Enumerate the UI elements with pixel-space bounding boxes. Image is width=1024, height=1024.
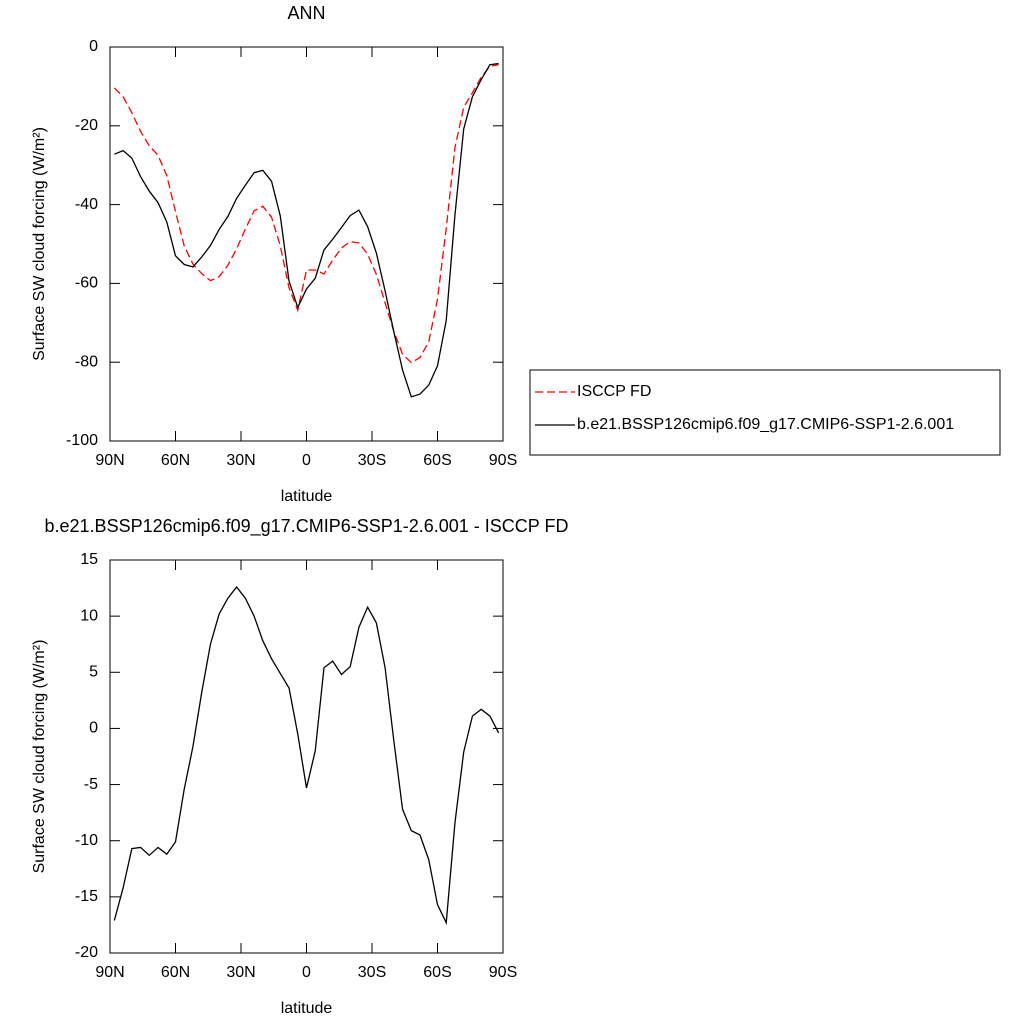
series-line <box>113 64 499 364</box>
series-line <box>113 585 500 926</box>
x-axis-label: latitude <box>281 1000 333 1017</box>
plot-frame <box>109 559 504 954</box>
y-tick-label: 15 <box>80 551 98 568</box>
y-tick-label: -5 <box>84 776 98 793</box>
y-tick-label: -40 <box>75 196 98 213</box>
x-tick-label: 90N <box>95 452 124 469</box>
x-tick-label: 0 <box>302 964 311 981</box>
x-tick-label: 60S <box>423 452 451 469</box>
x-tick-label: 30S <box>358 452 386 469</box>
x-tick-label: 30N <box>226 964 255 981</box>
x-tick-label: 90S <box>489 452 517 469</box>
y-axis-label: Surface SW cloud forcing (W/m²) <box>31 127 48 361</box>
x-tick-label: 90N <box>95 964 124 981</box>
y-tick-label: 10 <box>80 607 98 624</box>
legend-label: b.e21.BSSP126cmip6.f09_g17.CMIP6-SSP1-2.… <box>577 416 954 433</box>
y-tick-label: -100 <box>66 432 98 449</box>
x-tick-label: 60S <box>423 964 451 981</box>
y-tick-label: -20 <box>75 117 98 134</box>
y-tick-label: -80 <box>75 353 98 370</box>
x-tick-label: 60N <box>161 452 190 469</box>
y-tick-label: 0 <box>89 720 98 737</box>
y-axis-label: Surface SW cloud forcing (W/m²) <box>31 640 48 874</box>
y-tick-label: -10 <box>75 832 98 849</box>
legend-label: ISCCP FD <box>577 383 651 400</box>
y-tick-label: 5 <box>89 664 98 681</box>
y-tick-label: -15 <box>75 888 98 905</box>
chart-title: ANN <box>287 3 325 23</box>
y-tick-label: 0 <box>89 38 98 55</box>
x-axis-label: latitude <box>281 488 333 505</box>
x-tick-label: 0 <box>302 452 311 469</box>
y-tick-label: -60 <box>75 275 98 292</box>
series-line <box>114 62 499 398</box>
legend-box <box>529 369 1001 456</box>
x-tick-label: 60N <box>161 964 190 981</box>
x-tick-label: 30N <box>226 452 255 469</box>
x-tick-label: 30S <box>358 964 386 981</box>
x-tick-label: 90S <box>489 964 517 981</box>
chart-title: b.e21.BSSP126cmip6.f09_g17.CMIP6-SSP1-2.… <box>45 516 569 537</box>
y-tick-label: -20 <box>75 944 98 961</box>
